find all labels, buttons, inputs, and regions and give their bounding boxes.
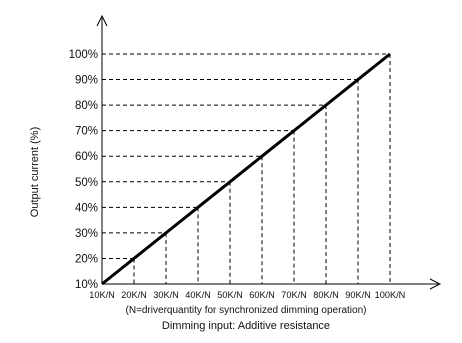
x-tick-label: 30K/N (153, 290, 179, 300)
y-tick-label: 60% (75, 151, 98, 163)
x-axis-arrow (429, 278, 442, 290)
y-tick-label: 50% (75, 177, 98, 189)
x-tick-labels: 10K/N 20K/N 30K/N 40K/N 50K/N 60K/N 70K/N 80K/N… (89, 290, 405, 300)
x-tick-label: 60K/N (249, 290, 275, 300)
x-tick-label: 20K/N (121, 290, 147, 300)
y-tick-label: 30% (75, 228, 98, 240)
guide-lines (102, 53, 391, 284)
y-tick-labels: 10% 20% 30% 40% 50% 60% 70% 80% 90% 100% (69, 49, 98, 291)
y-tick-label: 100% (69, 49, 98, 61)
y-tick-label: 40% (75, 202, 98, 214)
y-axis-arrow (96, 14, 108, 27)
series-line-group (101, 52, 391, 286)
x-tick-label: 100K/N (375, 290, 406, 300)
y-tick-label: 90% (75, 75, 98, 87)
series-line (101, 52, 391, 286)
y-axis-label: Output current (%) (29, 127, 41, 217)
x-tick-label: 90K/N (345, 290, 371, 300)
y-tick-label: 10% (75, 279, 98, 291)
x-tick-label: 80K/N (313, 290, 339, 300)
x-tick-label: 50K/N (217, 290, 243, 300)
axes (96, 14, 442, 290)
x-tick-label: 40K/N (185, 290, 211, 300)
y-tick-label: 80% (75, 100, 98, 112)
y-tick-label: 20% (75, 253, 98, 265)
x-axis-label: Dimming input: Additive resistance (162, 320, 330, 332)
x-tick-label: 70K/N (281, 290, 307, 300)
y-tick-label: 70% (75, 126, 98, 138)
x-tick-label: 10K/N (89, 290, 115, 300)
x-axis-note: (N=driverquantity for synchronized dimmi… (126, 305, 367, 316)
